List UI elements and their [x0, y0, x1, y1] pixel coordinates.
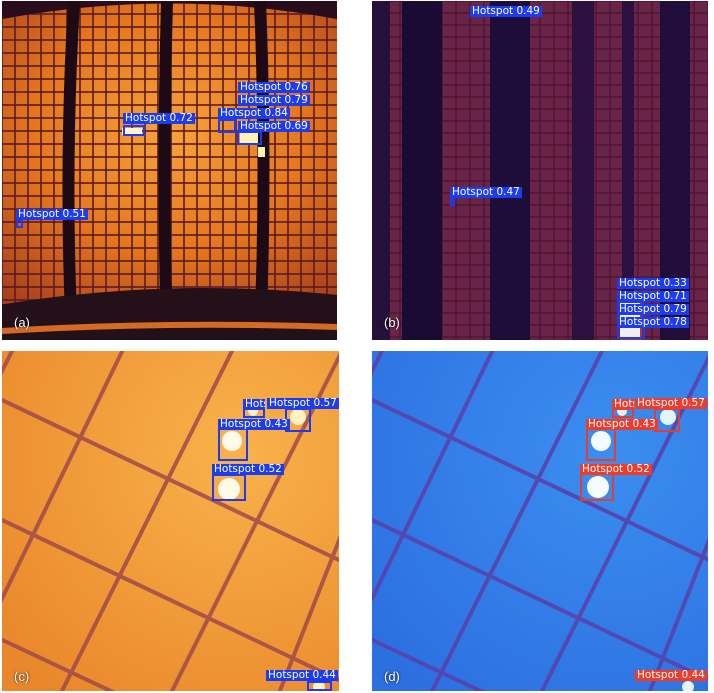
panel-label: (b): [384, 315, 400, 330]
detection-label-truncated: Hotspot 0.57: [612, 399, 634, 410]
panel-label: (d): [384, 669, 400, 684]
detection-label: Hotspot 0.84: [218, 108, 290, 119]
detection-box: [654, 408, 680, 432]
detection-box: [586, 426, 616, 461]
detection-box: [237, 131, 262, 145]
detection-box: [218, 426, 248, 461]
detection-label: Hotspot 0.43: [586, 419, 658, 430]
detection-box: [123, 125, 145, 136]
thermal-panel-a: Hotspot 0.76 Hotspot 0.79 Hotspot 0.84 H…: [2, 1, 337, 340]
detection-label-truncated: Hotspot 0.57: [243, 399, 265, 410]
detection-label: Hotspot 0.43: [218, 419, 290, 430]
detection-box: [580, 472, 614, 501]
detection-label: Hotspot 0.51: [16, 209, 88, 220]
panel-label: (a): [14, 315, 30, 330]
detection-label: Hotspot 0.79: [238, 95, 310, 106]
detection-box: [450, 197, 455, 206]
panel-label: (c): [14, 669, 29, 684]
thermal-image-a: [2, 1, 337, 340]
thermal-panel-c: Hotspot 0.57 Hotspot 0.57 Hotspot 0.43 H…: [2, 351, 339, 691]
detection-label: Hotspot 0.71: [617, 291, 689, 302]
detection-label: Hotspot 0.44: [266, 670, 338, 681]
thermal-panel-d: Hotspot 0.57 Hotspot 0.57 Hotspot 0.43 H…: [372, 351, 708, 691]
detection-box: [218, 119, 236, 133]
detection-label: Hotspot 0.69: [238, 121, 310, 132]
detection-label: Hotspot 0.57: [635, 398, 707, 409]
detection-box: [307, 681, 332, 691]
detection-label: Hotspot 0.47: [450, 187, 522, 198]
detection-box: [212, 474, 246, 501]
detection-label: Hotspot 0.52: [212, 464, 284, 475]
detection-label: Hotspot 0.44: [635, 670, 707, 681]
detection-label: Hotspot 0.76: [238, 82, 310, 93]
detection-label: Hotspot 0.49: [470, 6, 542, 17]
detection-label: Hotspot 0.78: [617, 317, 689, 328]
detection-label: Hotspot 0.52: [580, 464, 652, 475]
thermal-panel-b: Hotspot 0.49 Hotspot 0.47 Hotspot 0.33 H…: [372, 1, 708, 340]
detection-box: [16, 219, 23, 228]
detection-label: Hotspot 0.33: [617, 278, 689, 289]
detection-label: Hotspot 0.57: [267, 398, 339, 409]
detection-label: Hotspot 0.72: [123, 113, 195, 124]
detection-label: Hotspot 0.79: [617, 304, 689, 315]
